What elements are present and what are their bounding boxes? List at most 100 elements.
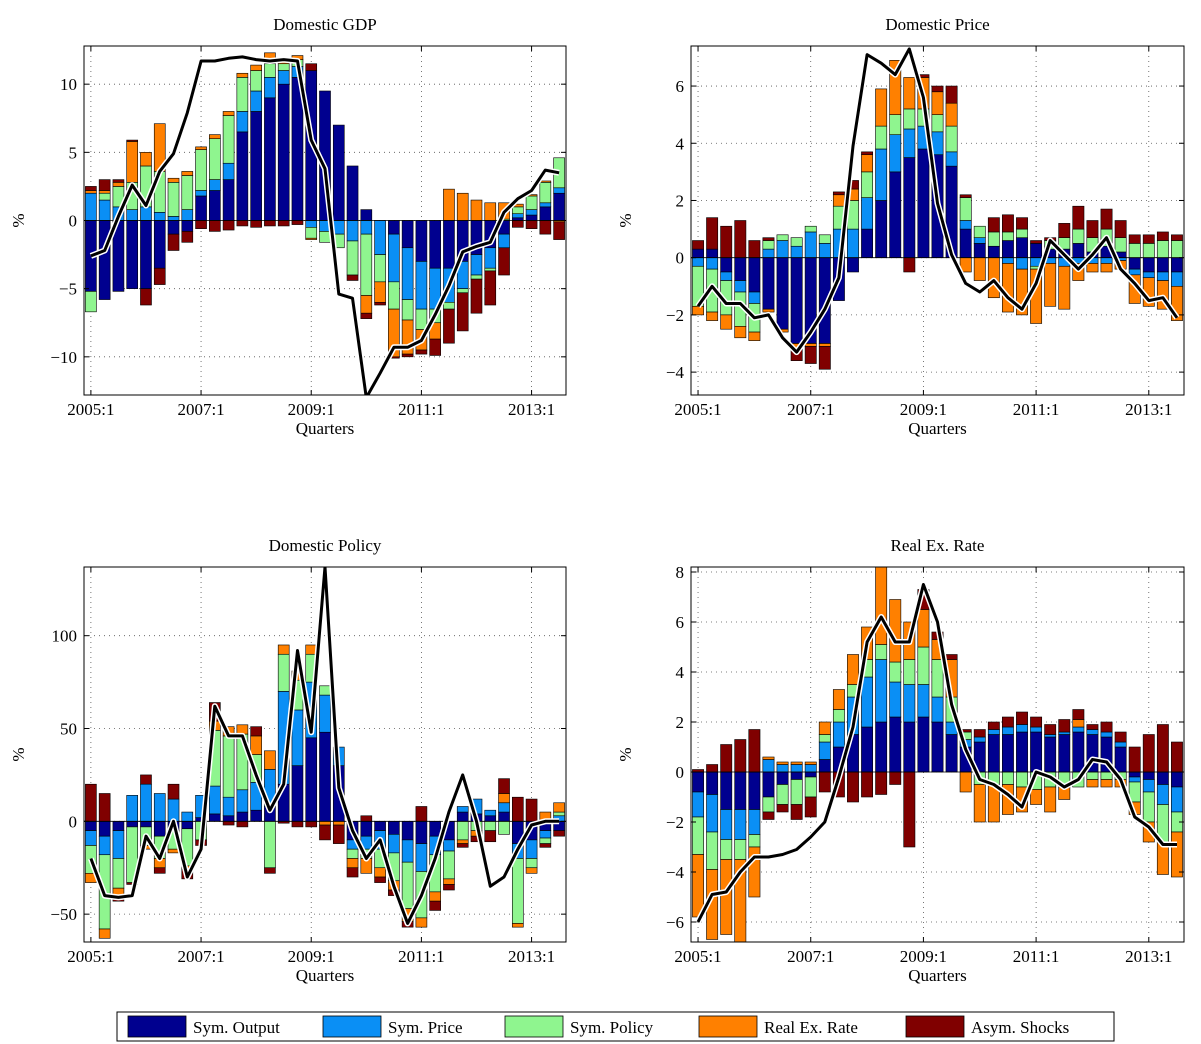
bar-sym-policy [1142, 791, 1155, 823]
bar-real-ex-rate [1072, 719, 1085, 728]
bar-sym-price [1001, 257, 1014, 264]
bar-sym-price [443, 839, 455, 852]
bar-real-ex-rate [1171, 831, 1183, 878]
legend: Sym. Output Sym. Price Sym. Policy Real … [116, 1011, 1115, 1042]
bar-sym-output [264, 97, 276, 221]
bars [692, 567, 1183, 942]
bar-sym-price [734, 280, 747, 293]
bar-asym-shocks [153, 867, 166, 874]
bar-sym-policy [804, 776, 817, 798]
total-line [89, 567, 560, 925]
bar-real-ex-rate [195, 146, 207, 150]
bar-sym-price [167, 216, 180, 221]
bar-asym-shocks [1001, 214, 1014, 233]
x-tick-label: 2009:1 [288, 400, 335, 419]
bar-sym-output [539, 206, 552, 221]
x-tick-label: 2013:1 [1125, 947, 1172, 966]
bar-sym-policy [250, 70, 262, 92]
y-axis-label: % [9, 213, 28, 227]
y-tick-label: 2 [676, 191, 685, 210]
bar-sym-policy [360, 233, 373, 296]
bar-sym-output [1001, 734, 1014, 773]
chart-title: Domestic Price [885, 15, 989, 34]
bar-asym-shocks [1114, 220, 1127, 238]
bar-sym-price [388, 233, 400, 283]
y-tick-label: 0 [676, 249, 685, 268]
bar-sym-policy [511, 858, 524, 924]
bar-sym-price [291, 709, 304, 766]
bar-sym-output [250, 111, 262, 221]
bar-real-ex-rate [734, 326, 747, 339]
bar-asym-shocks [720, 744, 733, 773]
bar-sym-output [1156, 771, 1169, 785]
bar-sym-output [1171, 257, 1183, 273]
bar-asym-shocks [1142, 734, 1155, 773]
bar-real-ex-rate [98, 928, 111, 939]
bar-sym-output [861, 228, 874, 258]
bar-sym-policy [525, 858, 538, 869]
bar-sym-price [181, 209, 194, 221]
legend-label-sym-policy: Sym. Policy [570, 1018, 654, 1037]
bar-sym-policy [861, 171, 874, 198]
bar-asym-shocks [511, 796, 524, 822]
bar-sym-price [319, 694, 331, 733]
y-tick-label: −4 [666, 363, 685, 382]
bar-sym-output [346, 165, 359, 221]
bar-sym-price [889, 681, 902, 718]
bar-sym-output [553, 192, 565, 221]
bar-real-ex-rate [264, 750, 276, 770]
x-tick-label: 2007:1 [177, 947, 224, 966]
bar-asym-shocks [748, 729, 761, 773]
bar-asym-shocks [1058, 719, 1071, 733]
bar-real-ex-rate [748, 846, 761, 898]
bar-sym-output [1016, 731, 1028, 773]
bar-sym-policy [443, 301, 455, 310]
y-tick-label: 0 [676, 763, 685, 782]
bar-sym-price [415, 843, 428, 872]
bar-asym-shocks [360, 312, 373, 319]
bar-asym-shocks [1001, 716, 1014, 728]
bar-asym-shocks [861, 151, 874, 156]
bar-sym-output [484, 815, 497, 822]
bar-sym-policy [1001, 771, 1014, 785]
bar-sym-policy [818, 234, 831, 244]
y-tick-label: 0 [69, 212, 78, 231]
legend-entry-real-ex-rate: Real Ex. Rate [698, 1015, 858, 1038]
bar-asym-shocks [1058, 223, 1071, 238]
bar-asym-shocks [818, 771, 831, 793]
y-axis-label: % [616, 747, 635, 761]
bar-real-ex-rate [236, 724, 249, 735]
bar-asym-shocks [1086, 724, 1099, 730]
bar-asym-shocks [1128, 234, 1141, 244]
bar-sym-policy [401, 861, 414, 909]
bar-asym-shocks [804, 796, 817, 818]
bar-sym-output [790, 771, 803, 780]
bar-asym-shocks [804, 346, 817, 364]
total-line [90, 55, 560, 395]
bar-asym-shocks [1072, 205, 1085, 230]
bar-real-ex-rate [346, 858, 359, 869]
bar-sym-output [1072, 731, 1085, 773]
bar-asym-shocks [443, 308, 455, 344]
bar-sym-output [987, 245, 1000, 258]
x-axis-label: Quarters [296, 419, 355, 438]
bar-real-ex-rate [415, 917, 428, 928]
bar-asym-shocks [346, 274, 359, 281]
bar-asym-shocks [832, 191, 845, 196]
bar-sym-output [236, 811, 249, 822]
bar-sym-output [98, 220, 111, 300]
bar-sym-policy [776, 784, 789, 805]
bar-sym-price [98, 835, 111, 856]
bar-sym-price [889, 134, 902, 173]
bar-asym-shocks [222, 821, 235, 826]
bar-sym-output [498, 811, 510, 822]
bar-sym-policy [222, 115, 235, 164]
bar-sym-price [692, 791, 704, 818]
bar-sym-output [1171, 771, 1183, 788]
bar-asym-shocks [706, 217, 719, 250]
bar-real-ex-rate [98, 190, 111, 194]
bar-sym-output [889, 716, 902, 773]
y-tick-label: −2 [666, 813, 684, 832]
bar-asym-shocks [1171, 741, 1183, 773]
bar-real-ex-rate [804, 343, 817, 347]
